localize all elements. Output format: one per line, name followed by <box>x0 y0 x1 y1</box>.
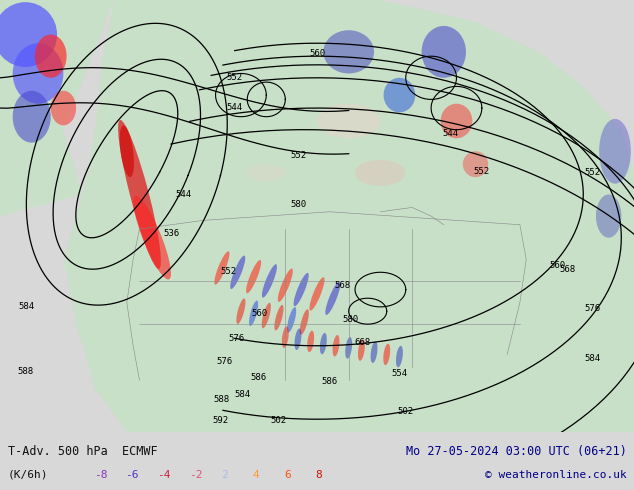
Ellipse shape <box>275 305 283 330</box>
Text: 568: 568 <box>334 281 351 290</box>
Ellipse shape <box>247 164 285 181</box>
Text: 568: 568 <box>559 265 576 274</box>
Ellipse shape <box>384 343 390 365</box>
Ellipse shape <box>309 277 325 311</box>
Ellipse shape <box>333 335 339 357</box>
Text: 2: 2 <box>221 469 228 480</box>
Text: -4: -4 <box>157 469 171 480</box>
Ellipse shape <box>294 273 309 306</box>
Text: 544: 544 <box>442 129 458 138</box>
Ellipse shape <box>287 307 296 333</box>
Ellipse shape <box>396 346 403 368</box>
Ellipse shape <box>0 2 57 67</box>
Text: -2: -2 <box>189 469 202 480</box>
Ellipse shape <box>325 281 340 315</box>
Text: 560: 560 <box>309 49 325 58</box>
Ellipse shape <box>262 264 277 297</box>
Text: 668: 668 <box>354 338 371 347</box>
Polygon shape <box>0 0 127 432</box>
Ellipse shape <box>384 78 415 112</box>
Text: 576: 576 <box>585 304 601 313</box>
Ellipse shape <box>371 342 377 363</box>
Ellipse shape <box>13 43 63 104</box>
Ellipse shape <box>230 256 245 289</box>
Text: 544: 544 <box>176 190 192 198</box>
Text: 4: 4 <box>252 469 259 480</box>
Text: 580: 580 <box>290 200 306 209</box>
Text: 588: 588 <box>214 395 230 404</box>
Ellipse shape <box>358 339 365 361</box>
Ellipse shape <box>320 333 327 354</box>
Text: 502: 502 <box>398 407 414 416</box>
Text: 584: 584 <box>235 390 251 399</box>
Text: 6: 6 <box>284 469 291 480</box>
Text: 554: 554 <box>391 369 408 378</box>
Text: 8: 8 <box>316 469 323 480</box>
Text: 560: 560 <box>252 309 268 318</box>
Text: 552: 552 <box>290 151 306 160</box>
Text: T-Adv. 500 hPa  ECMWF: T-Adv. 500 hPa ECMWF <box>8 445 157 458</box>
Ellipse shape <box>51 91 76 125</box>
Ellipse shape <box>35 35 67 78</box>
Ellipse shape <box>346 337 352 359</box>
Ellipse shape <box>463 151 488 177</box>
Text: 552: 552 <box>474 167 490 176</box>
Polygon shape <box>0 0 114 216</box>
Text: 584: 584 <box>585 354 601 363</box>
Ellipse shape <box>441 104 472 138</box>
Text: 580: 580 <box>342 315 359 324</box>
Ellipse shape <box>214 251 230 285</box>
Ellipse shape <box>295 328 301 350</box>
Text: 552: 552 <box>220 268 236 276</box>
Ellipse shape <box>262 303 271 328</box>
Ellipse shape <box>118 120 161 269</box>
Text: 552: 552 <box>585 168 601 177</box>
Ellipse shape <box>278 269 293 302</box>
Text: © weatheronline.co.uk: © weatheronline.co.uk <box>484 469 626 480</box>
Text: 576: 576 <box>228 334 245 343</box>
Ellipse shape <box>120 125 134 177</box>
Ellipse shape <box>249 300 258 326</box>
Ellipse shape <box>13 91 51 143</box>
Text: 560: 560 <box>550 261 566 270</box>
Text: Mo 27-05-2024 03:00 UTC (06+21): Mo 27-05-2024 03:00 UTC (06+21) <box>406 445 626 458</box>
Text: 552: 552 <box>226 73 243 82</box>
Ellipse shape <box>236 298 245 324</box>
Ellipse shape <box>282 326 288 348</box>
Text: -8: -8 <box>94 469 107 480</box>
Ellipse shape <box>246 260 261 294</box>
Text: 586: 586 <box>321 377 338 386</box>
Text: 592: 592 <box>212 416 229 425</box>
Ellipse shape <box>422 26 466 78</box>
Ellipse shape <box>323 30 374 74</box>
Text: 584: 584 <box>18 301 35 311</box>
Text: 544: 544 <box>226 103 243 112</box>
Ellipse shape <box>133 196 171 279</box>
Ellipse shape <box>355 160 406 186</box>
Text: 588: 588 <box>17 367 34 376</box>
Text: 536: 536 <box>163 228 179 238</box>
Ellipse shape <box>300 309 309 335</box>
Text: 576: 576 <box>216 357 233 366</box>
Polygon shape <box>63 0 634 432</box>
Ellipse shape <box>596 195 621 238</box>
Ellipse shape <box>307 331 314 352</box>
Ellipse shape <box>599 119 631 184</box>
Text: -6: -6 <box>126 469 139 480</box>
Text: 502: 502 <box>271 416 287 425</box>
Text: 586: 586 <box>250 373 267 382</box>
Text: (K/6h): (K/6h) <box>8 469 48 480</box>
Ellipse shape <box>317 104 380 138</box>
